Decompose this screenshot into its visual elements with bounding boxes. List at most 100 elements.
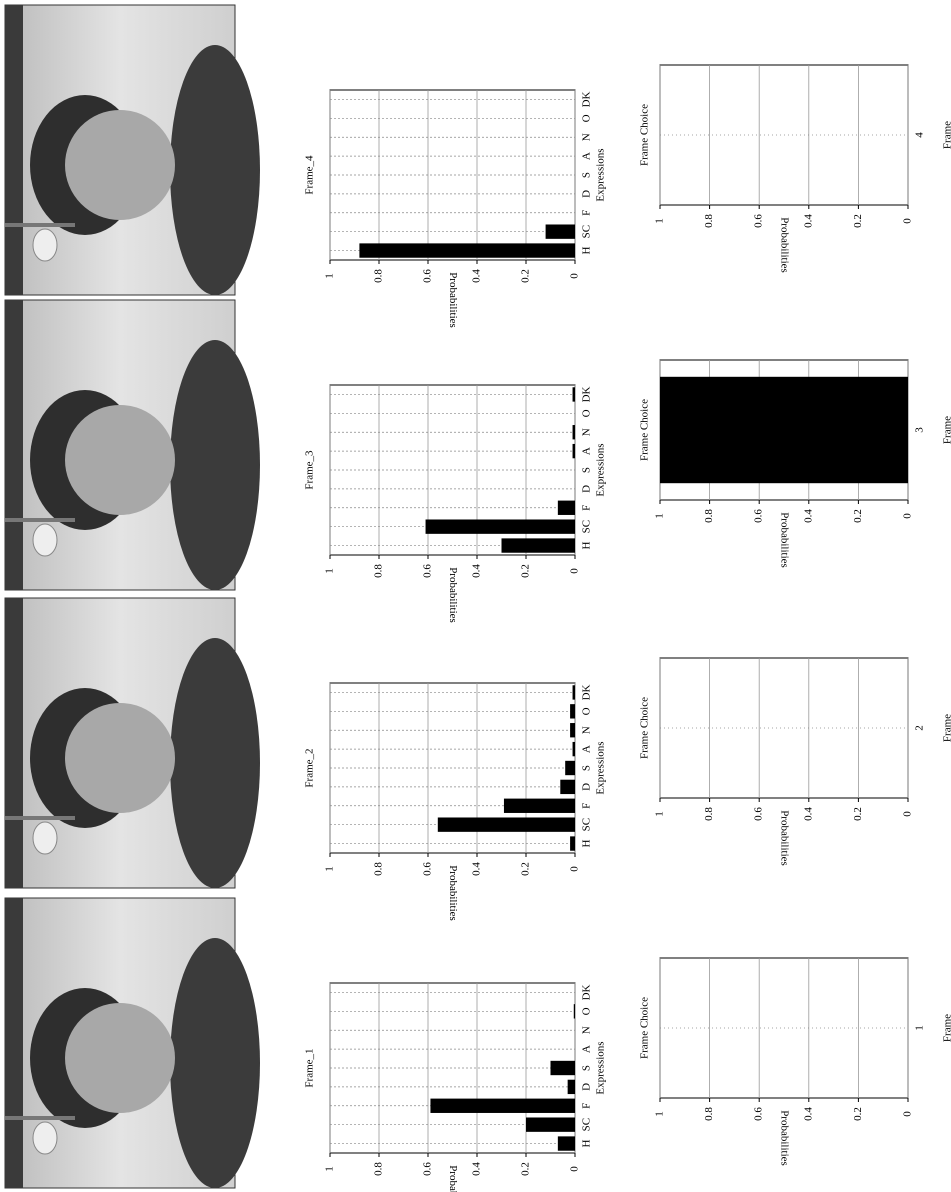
bar xyxy=(430,1099,575,1113)
x-tick-label: N xyxy=(581,726,593,734)
bar xyxy=(438,817,575,831)
x-tick-label: 1 xyxy=(914,1025,926,1031)
y-tick-label: 0.4 xyxy=(471,1162,483,1176)
x-tick-label: A xyxy=(581,447,593,455)
bar xyxy=(570,836,575,850)
bar xyxy=(573,685,575,699)
bar xyxy=(573,444,575,458)
bar xyxy=(502,538,576,552)
y-tick-label: 0.8 xyxy=(703,1107,715,1121)
y-axis-label: Probabilities xyxy=(447,272,459,328)
chart-title: Frame Choice xyxy=(639,399,651,461)
y-tick-label: 1 xyxy=(654,1111,666,1117)
y-tick-label: 0.6 xyxy=(422,564,434,578)
chart-title: Frame Choice xyxy=(639,997,651,1059)
x-axis-label: Frame xyxy=(942,416,951,444)
y-tick-label: 0.4 xyxy=(471,564,483,578)
x-tick-label: D xyxy=(581,190,593,198)
y-tick-label: 0.6 xyxy=(753,1107,765,1121)
photo-wall xyxy=(5,300,23,590)
x-tick-label: D xyxy=(581,783,593,791)
x-tick-label: O xyxy=(581,707,593,715)
y-tick-label: 0.4 xyxy=(471,269,483,283)
y-tick-label: 0.6 xyxy=(422,269,434,283)
x-tick-label: O xyxy=(581,409,593,417)
y-axis-label: Probabilities xyxy=(778,217,790,273)
y-tick-label: 0 xyxy=(569,273,581,279)
bar xyxy=(560,780,575,794)
chart-title: Frame_4 xyxy=(304,155,316,195)
y-tick-label: 0.4 xyxy=(802,1107,814,1121)
x-tick-label: A xyxy=(581,152,593,160)
y-tick-label: 0.4 xyxy=(802,509,814,523)
y-tick-label: 1 xyxy=(324,1166,336,1172)
y-tick-label: 1 xyxy=(324,568,336,574)
y-tick-label: 0.6 xyxy=(753,807,765,821)
photo-lamp xyxy=(33,1122,57,1154)
y-tick-label: 0.8 xyxy=(373,564,385,578)
x-tick-label: D xyxy=(581,485,593,493)
x-tick-label: 4 xyxy=(914,132,926,138)
bar xyxy=(504,799,575,813)
y-tick-label: 0.8 xyxy=(703,807,715,821)
photo-lamp xyxy=(33,822,57,854)
y-tick-label: 0.2 xyxy=(520,862,532,876)
y-axis-label: Probabilities xyxy=(778,512,790,568)
x-tick-label: H xyxy=(581,542,593,550)
y-tick-label: 0.2 xyxy=(852,807,864,821)
bar xyxy=(573,425,575,439)
y-tick-label: 1 xyxy=(654,513,666,519)
y-tick-label: 1 xyxy=(324,273,336,279)
bar xyxy=(570,704,575,718)
bar xyxy=(573,742,575,756)
x-axis-label: Expressions xyxy=(595,443,607,496)
photo-face xyxy=(65,110,175,220)
photo-face xyxy=(65,405,175,515)
y-axis-label: Probabilities xyxy=(447,567,459,623)
bar xyxy=(551,1061,576,1075)
x-tick-label: SC xyxy=(581,225,593,238)
chart-title: Frame_1 xyxy=(304,1048,316,1087)
y-axis-label: Probabilities xyxy=(447,1165,459,1192)
x-tick-label: DK xyxy=(581,386,593,402)
photo-body xyxy=(170,638,260,888)
bar xyxy=(573,387,575,401)
y-tick-label: 0.4 xyxy=(802,807,814,821)
x-tick-label: N xyxy=(581,133,593,141)
photo-wall xyxy=(5,898,23,1188)
x-tick-label: SC xyxy=(581,818,593,831)
y-tick-label: 0.8 xyxy=(703,214,715,228)
x-axis-label: Expressions xyxy=(595,148,607,201)
x-tick-label: F xyxy=(581,803,593,809)
bar xyxy=(568,1080,575,1094)
x-tick-label: F xyxy=(581,1103,593,1109)
y-tick-label: 0.8 xyxy=(703,509,715,523)
y-tick-label: 0.6 xyxy=(422,862,434,876)
y-axis-label: Probabilities xyxy=(778,810,790,866)
chart-title: Frame Choice xyxy=(639,697,651,759)
y-tick-label: 1 xyxy=(654,218,666,224)
x-tick-label: S xyxy=(581,1065,593,1071)
x-axis-label: Frame xyxy=(942,121,951,149)
photo-wall xyxy=(5,598,23,888)
bar xyxy=(359,243,575,257)
y-axis-label: Probabilities xyxy=(778,1110,790,1166)
x-tick-label: DK xyxy=(581,91,593,107)
x-tick-label: O xyxy=(581,1007,593,1015)
y-tick-label: 0.2 xyxy=(852,1107,864,1121)
bar xyxy=(546,224,575,238)
photo-wall xyxy=(5,5,23,295)
y-tick-label: 0.4 xyxy=(802,214,814,228)
chart-title: Frame Choice xyxy=(639,104,651,166)
x-tick-label: A xyxy=(581,1045,593,1053)
photo-body xyxy=(170,938,260,1188)
x-tick-label: N xyxy=(581,1026,593,1034)
y-tick-label: 0.6 xyxy=(753,509,765,523)
photos xyxy=(5,5,260,1188)
photo-face xyxy=(65,1003,175,1113)
x-tick-label: SC xyxy=(581,520,593,533)
y-tick-label: 0 xyxy=(902,1111,914,1117)
x-tick-label: S xyxy=(581,765,593,771)
photo-lamp xyxy=(33,229,57,261)
x-tick-label: DK xyxy=(581,984,593,1000)
